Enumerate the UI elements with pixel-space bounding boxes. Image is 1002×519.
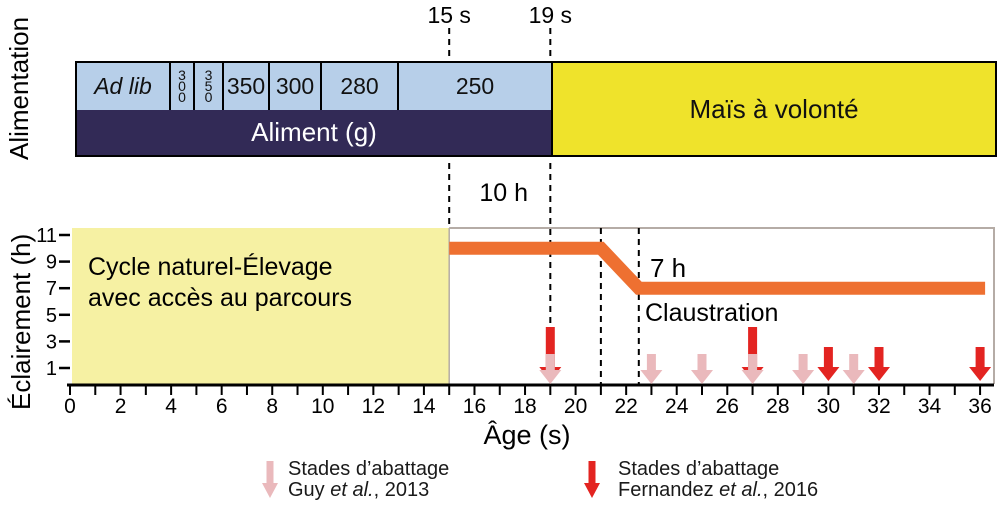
- marker-19-weeks: 19 s: [528, 2, 573, 28]
- zone-label-claustration: Claustration: [645, 299, 779, 327]
- x-tick-label: 32: [867, 395, 890, 418]
- x-tick-label: 30: [817, 395, 840, 418]
- slaughter-arrow-fernandez-36: [969, 347, 992, 381]
- zone-label-natural-cycle: Cycle naturel-Élevage avec accès au parc…: [88, 253, 353, 312]
- feeding-cell-ad-lib: Ad lib: [77, 63, 171, 110]
- natural-cycle-zone: [72, 228, 450, 384]
- y-tick-label: 3: [46, 331, 57, 353]
- x-tick-label: 24: [665, 395, 689, 418]
- x-tick-label: 26: [716, 395, 739, 418]
- x-tick-label: 6: [216, 395, 228, 418]
- annotation-7h: 7 h: [650, 253, 687, 283]
- y-tick-label: 7: [46, 278, 57, 300]
- feed-amount-band: Aliment (g): [77, 110, 551, 155]
- slaughter-arrow-guy-29: [792, 354, 815, 384]
- red-down-arrow-icon: [584, 461, 600, 498]
- x-tick-label: 22: [614, 395, 637, 418]
- x-tick-label: 16: [463, 395, 486, 418]
- x-tick-label: 2: [115, 395, 127, 418]
- x-tick-label: 14: [412, 395, 436, 418]
- corn-label: Maïs à volonté: [689, 93, 859, 124]
- x-axis-title: Âge (s): [483, 420, 571, 450]
- x-tick-label: 0: [64, 395, 76, 418]
- x-tick-label: 10: [311, 395, 334, 418]
- x-tick-label: 8: [266, 395, 278, 418]
- y-tick-label: 11: [36, 225, 57, 247]
- lighting-duration-line: [449, 241, 986, 295]
- feeding-cell-350: 350: [224, 63, 270, 110]
- feeding-cell-250: 250: [399, 63, 551, 110]
- y-tick-label: 1: [46, 358, 57, 380]
- y-tick-label: 9: [46, 252, 57, 274]
- slaughter-arrow-guy-25: [691, 354, 713, 384]
- legend-guy-line2: Guy et al., 2013: [288, 479, 430, 501]
- x-tick-label: 34: [918, 395, 942, 418]
- x-tick-label: 36: [968, 395, 991, 418]
- legend-entry-guy-2013: Stades d’abattage Guy et al., 2013: [288, 459, 449, 501]
- feeding-cell-300: 300: [270, 63, 322, 110]
- feeding-cell-350: 350: [195, 63, 224, 110]
- slaughter-arrow-fernandez-32: [868, 347, 890, 381]
- y-tick-label: 5: [46, 305, 57, 327]
- slaughter-arrow-guy-23: [640, 354, 663, 384]
- x-tick-label: 4: [165, 395, 177, 418]
- slaughter-arrow-guy-19: [539, 354, 562, 384]
- pink-down-arrow-icon: [262, 461, 278, 498]
- slaughter-arrow-fernandez-30: [817, 347, 840, 381]
- feeding-bar: Ad lib 300 350 350 300 280 250 Aliment (g) Maï…: [75, 61, 997, 157]
- feeding-cells-row: Ad lib 300 350 350 300 280 250: [77, 63, 551, 110]
- feeding-cell-300: 300: [171, 63, 195, 110]
- x-tick-label: 20: [564, 395, 587, 418]
- slaughter-arrow-guy-27: [741, 354, 764, 384]
- legend-guy-line1: Stades d’abattage: [288, 458, 450, 480]
- legend-fernandez-line2: Fernandez et al., 2016: [618, 479, 819, 501]
- x-tick-label: 18: [513, 395, 536, 418]
- feeding-cell-280: 280: [322, 63, 399, 110]
- x-tick-label: 12: [362, 395, 385, 418]
- corn-ad-libitum-block: Maïs à volonté: [551, 63, 995, 155]
- feed-unit-label: Aliment (g): [251, 117, 377, 147]
- legend-fernandez-line1: Stades d’abattage: [618, 458, 780, 480]
- marker-15-weeks: 15 s: [427, 2, 471, 28]
- x-tick-label: 28: [766, 395, 789, 418]
- slaughter-arrow-guy-31: [842, 354, 865, 384]
- annotation-10h: 10 h: [479, 179, 529, 207]
- legend-entry-fernandez-2016: Stades d’abattage Fernandez et al., 2016: [618, 459, 818, 501]
